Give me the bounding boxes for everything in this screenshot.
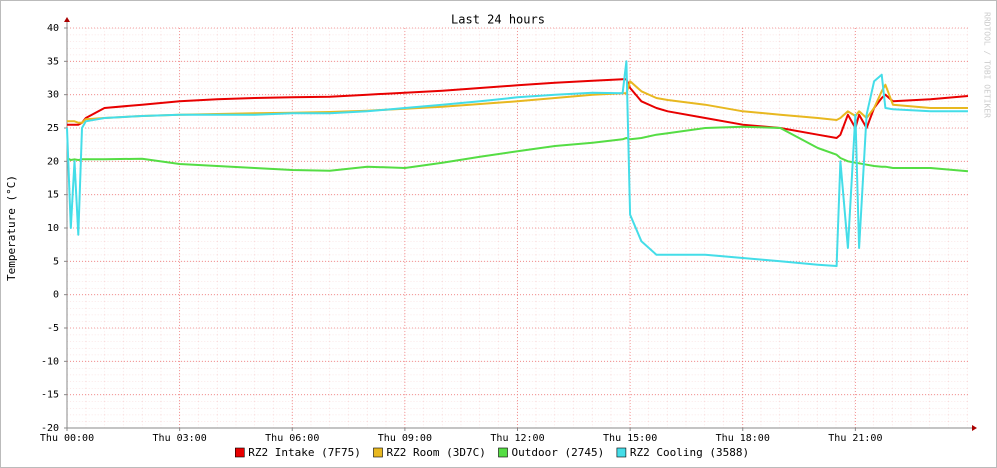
y-tick-label: 10 bbox=[47, 223, 59, 234]
y-tick-label: -10 bbox=[41, 356, 59, 367]
legend-label: RZ2 Cooling (3588) bbox=[630, 446, 749, 459]
y-tick-label: 25 bbox=[47, 123, 59, 134]
y-tick-label: 35 bbox=[47, 56, 59, 67]
legend-swatch bbox=[616, 447, 627, 458]
x-tick-label: Thu 03:00 bbox=[153, 433, 207, 444]
y-tick-label: 20 bbox=[47, 156, 59, 167]
x-tick-label: Thu 00:00 bbox=[40, 433, 94, 444]
legend-label: Outdoor (2745) bbox=[512, 446, 605, 459]
y-tick-label: 0 bbox=[53, 290, 59, 301]
y-tick-label: -5 bbox=[47, 323, 59, 334]
y-tick-label: -15 bbox=[41, 390, 59, 401]
legend-swatch bbox=[373, 447, 383, 458]
legend-label: RZ2 Intake (7F75) bbox=[248, 446, 361, 459]
x-tick-label: Thu 21:00 bbox=[828, 433, 882, 444]
y-tick-label: -20 bbox=[41, 423, 59, 434]
y-arrow bbox=[64, 17, 70, 22]
legend-swatch bbox=[235, 447, 245, 458]
x-tick-label: Thu 09:00 bbox=[378, 433, 432, 444]
x-tick-label: Thu 06:00 bbox=[265, 433, 319, 444]
x-tick-label: Thu 12:00 bbox=[490, 433, 544, 444]
y-tick-label: 30 bbox=[47, 90, 59, 101]
y-tick-label: 15 bbox=[47, 190, 59, 201]
series-line bbox=[66, 125, 969, 173]
legend-swatch bbox=[498, 447, 508, 458]
x-tick-label: Thu 15:00 bbox=[603, 433, 657, 444]
y-tick-label: 5 bbox=[53, 256, 59, 267]
watermark: RRDTOOL / TOBI OETIKER bbox=[983, 12, 992, 118]
chart-title: Last 24 hours bbox=[451, 13, 545, 27]
y-axis-label: Temperature (°C) bbox=[5, 175, 18, 281]
x-tick-label: Thu 18:00 bbox=[716, 433, 770, 444]
y-tick-label: 40 bbox=[47, 23, 59, 34]
series-line bbox=[66, 60, 968, 267]
x-arrow bbox=[972, 425, 977, 431]
legend-label: RZ2 Room (3D7C) bbox=[387, 446, 486, 459]
